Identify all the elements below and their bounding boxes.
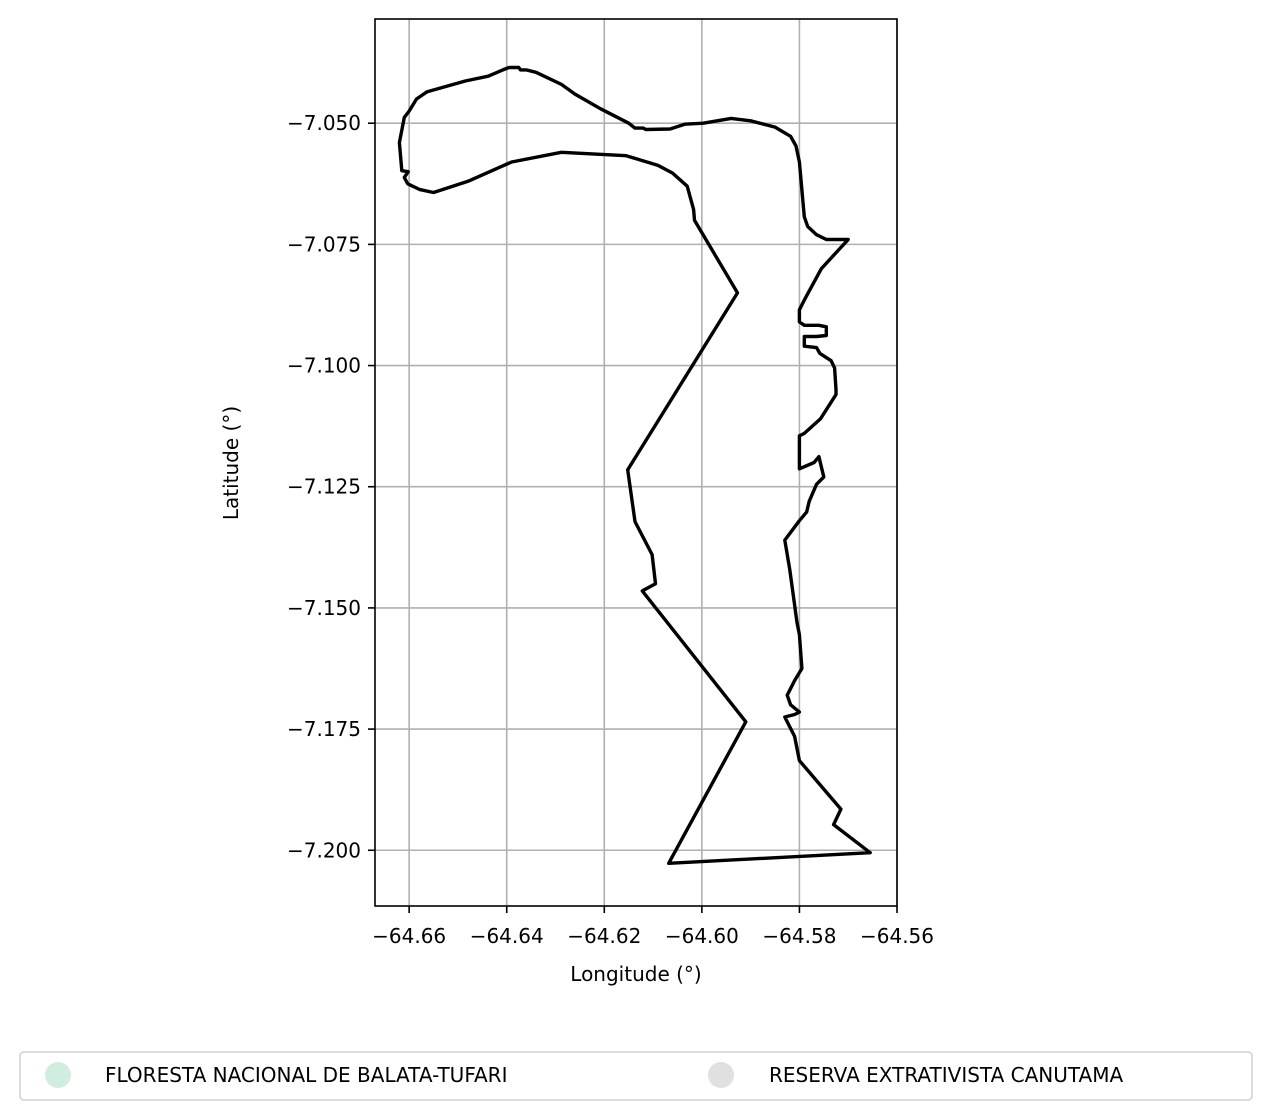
- legend-frame: [19, 1051, 1253, 1101]
- y-tick-label: −7.200: [287, 838, 361, 862]
- legend-marker-floresta: [45, 1062, 71, 1088]
- x-tick-label: −64.66: [372, 924, 446, 948]
- y-tick-label: −7.100: [287, 354, 361, 378]
- x-tick-label: −64.62: [567, 924, 641, 948]
- y-tick-label: −7.175: [287, 717, 361, 741]
- x-axis-ticks: −64.66 −64.64 −64.62 −64.60 −64.58 −64.56: [372, 906, 934, 948]
- y-tick-label: −7.075: [287, 232, 361, 256]
- x-tick-label: −64.60: [665, 924, 739, 948]
- plot-area: −64.66 −64.64 −64.62 −64.60 −64.58 −64.56 −7.…: [287, 18, 934, 948]
- y-tick-label: −7.150: [287, 596, 361, 620]
- legend-label-reserva: RESERVA EXTRATIVISTA CANUTAMA: [769, 1063, 1123, 1087]
- y-tick-label: −7.050: [287, 111, 361, 135]
- x-axis-label: Longitude (°): [570, 962, 701, 986]
- legend-label-floresta: FLORESTA NACIONAL DE BALATA-TUFARI: [105, 1063, 507, 1087]
- y-axis-ticks: −7.050 −7.075 −7.100 −7.125 −7.150 −7.175 −7.2…: [287, 111, 375, 862]
- y-axis-label: Latitude (°): [219, 406, 243, 520]
- legend: FLORESTA NACIONAL DE BALATA-TUFARI RESER…: [19, 1051, 1253, 1101]
- axes-frame: [374, 18, 898, 907]
- x-tick-label: −64.58: [762, 924, 836, 948]
- y-tick-label: −7.125: [287, 475, 361, 499]
- legend-marker-reserva: [708, 1062, 734, 1088]
- x-tick-label: −64.64: [470, 924, 544, 948]
- x-tick-label: −64.56: [860, 924, 934, 948]
- protected-area-boundary: [397, 65, 872, 865]
